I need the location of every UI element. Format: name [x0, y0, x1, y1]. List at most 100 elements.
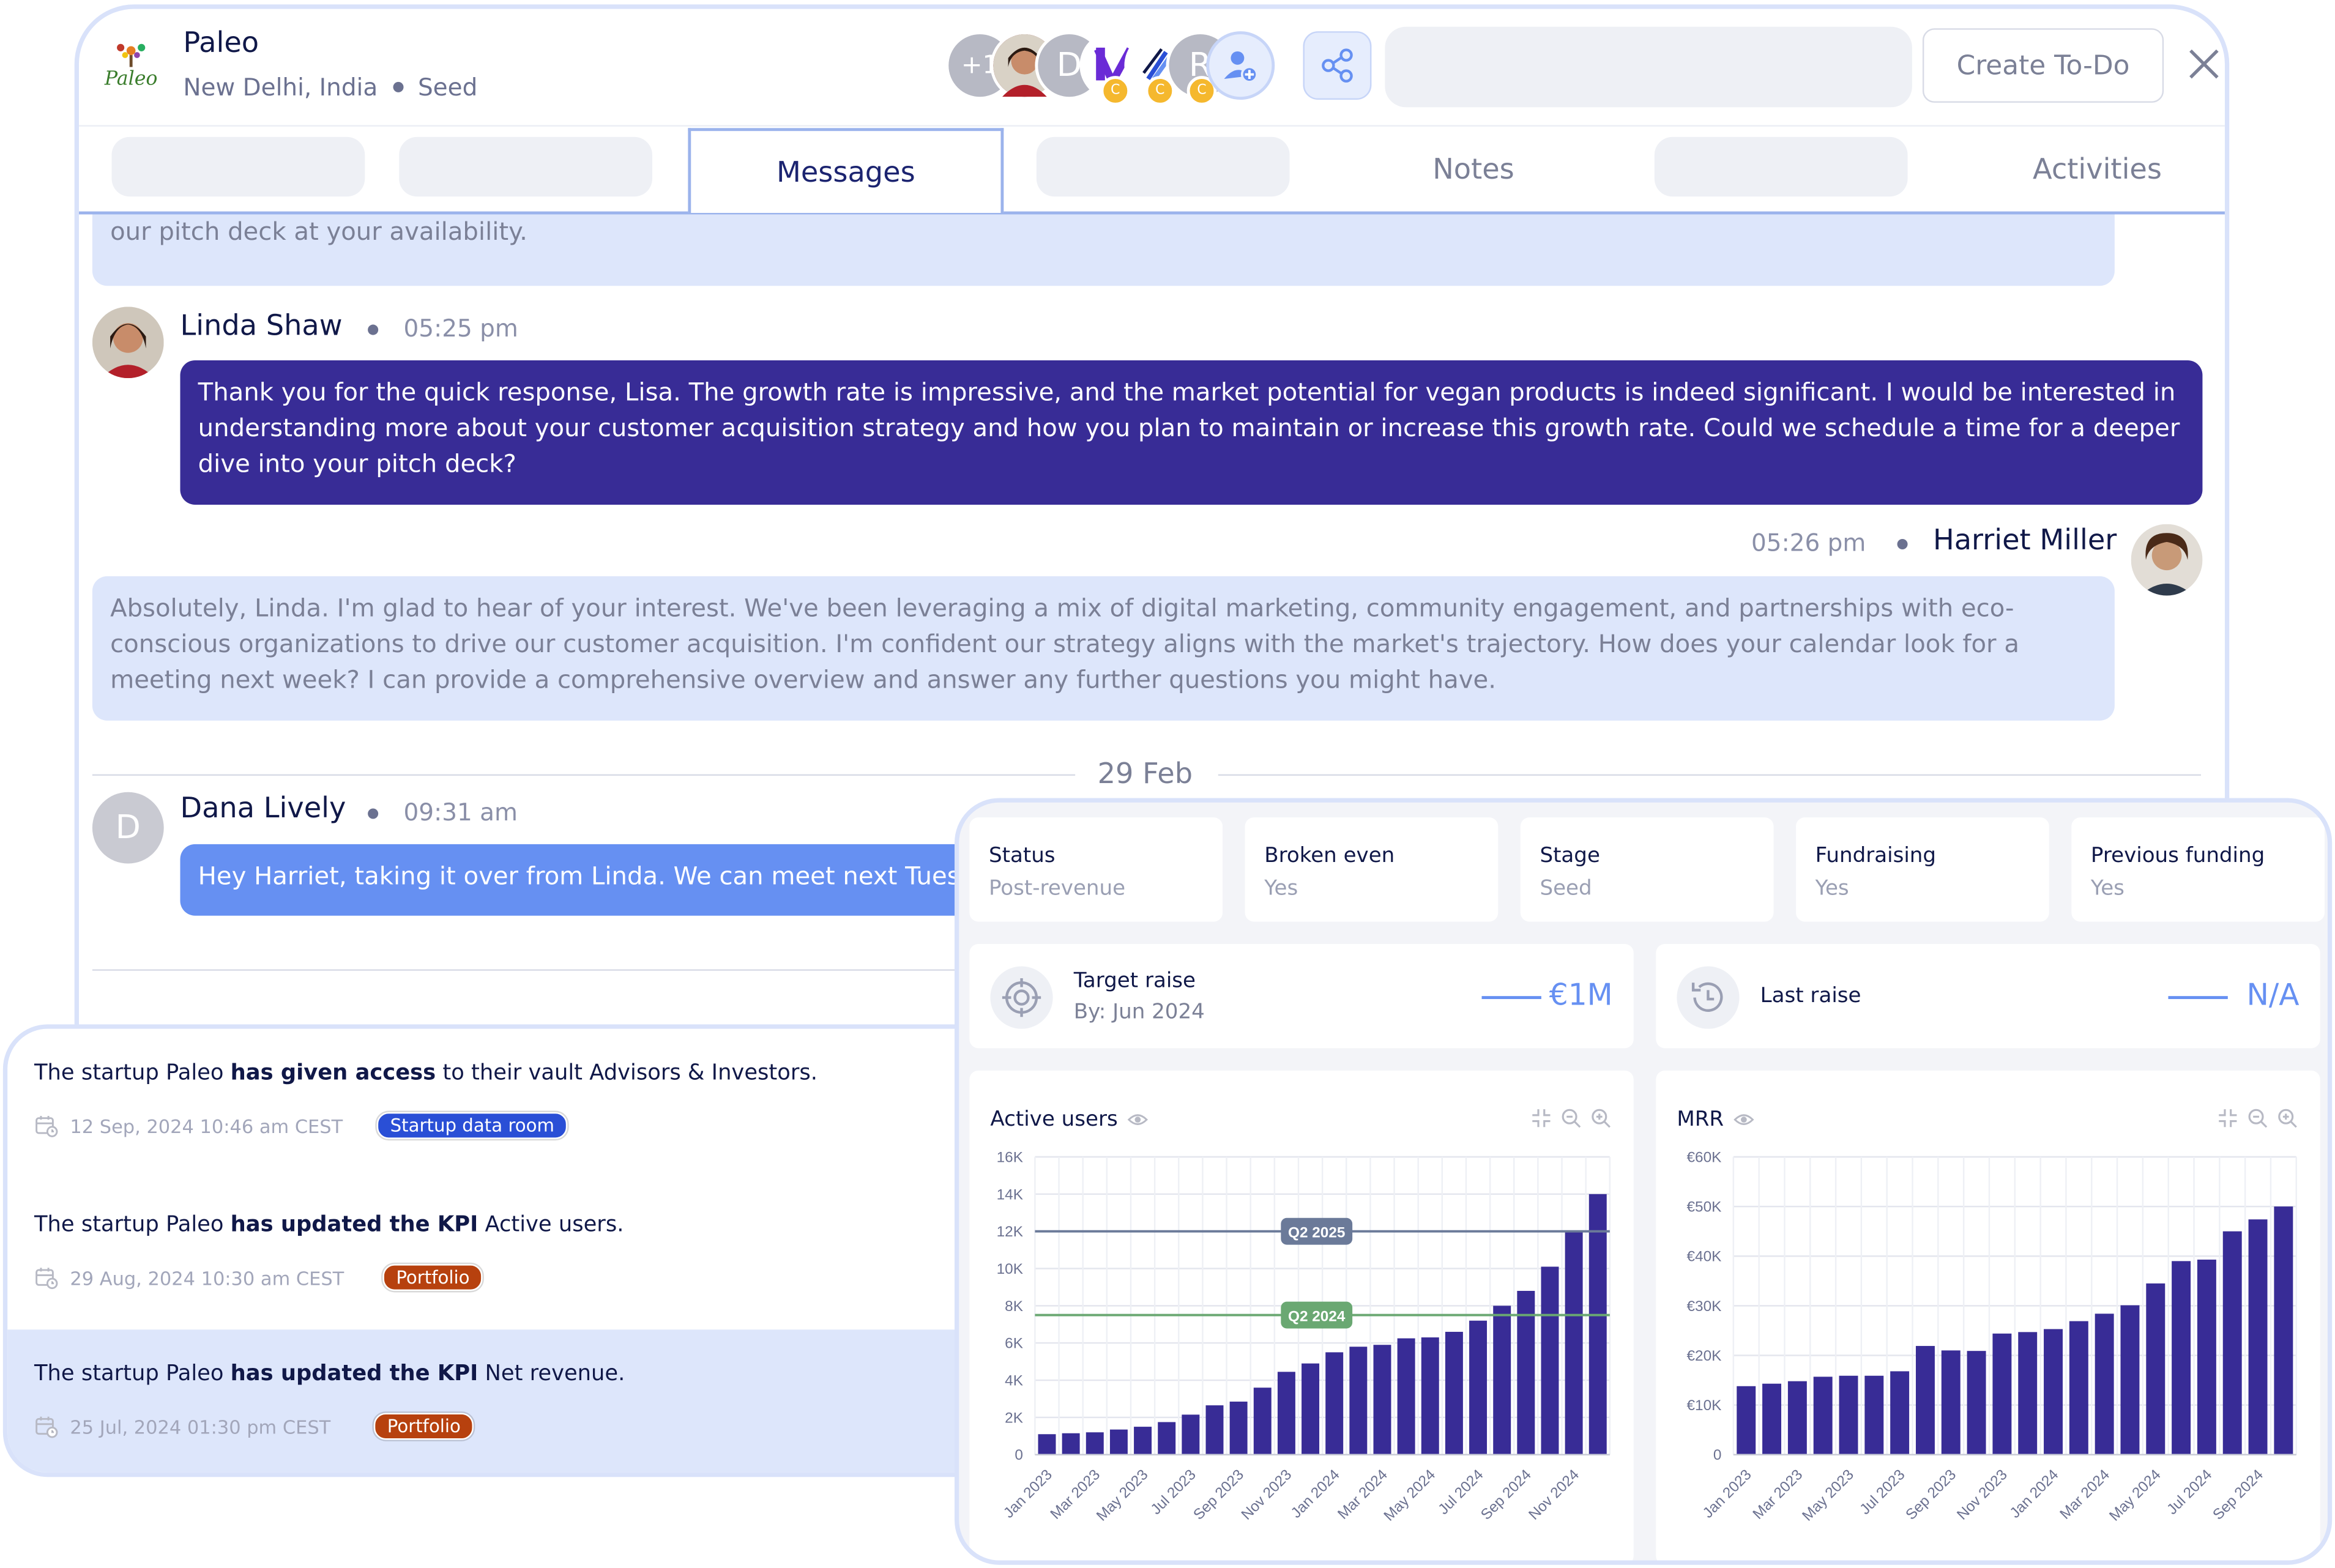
x-tick-label: May 2023	[1799, 1466, 1857, 1525]
activity-badge[interactable]: Startup data room	[376, 1112, 568, 1139]
bar	[1134, 1427, 1152, 1455]
message-sender: Linda Shaw	[180, 310, 343, 343]
y-tick-label: €30K	[1687, 1298, 1722, 1315]
zoom-in-icon[interactable]	[2277, 1108, 2298, 1129]
y-tick-label: 2K	[1005, 1410, 1023, 1426]
bar	[1445, 1331, 1463, 1455]
tab-placeholder[interactable]	[1036, 136, 1290, 197]
x-tick-label: Nov 2023	[1954, 1466, 2011, 1523]
active-users-chart: Active users 0 2K 4K 6K 8K 10K 12K 14K 16K Q2 202…	[969, 1070, 1634, 1561]
bar	[2197, 1259, 2216, 1455]
add-user-icon	[1224, 51, 1258, 83]
activity-feed: The startup Paleo has given access to th…	[2, 1024, 1046, 1477]
collapse-icon[interactable]	[1531, 1108, 1552, 1129]
zoom-out-icon[interactable]	[1561, 1108, 1582, 1129]
tab-placeholder[interactable]	[111, 136, 365, 197]
message-sender: Harriet Miller	[1932, 524, 2117, 557]
y-tick-label: 6K	[1005, 1336, 1023, 1352]
bar	[1086, 1432, 1104, 1455]
activity-item[interactable]: The startup Paleo has given access to th…	[7, 1029, 1041, 1180]
bar	[1787, 1381, 1807, 1455]
stat-value: Post-revenue	[988, 877, 1126, 901]
add-participant-button[interactable]	[1206, 31, 1275, 100]
bar	[1421, 1337, 1439, 1455]
target-icon	[990, 966, 1053, 1029]
company-name: Paleo	[183, 26, 259, 60]
goal-badge	[1281, 1217, 1353, 1245]
share-button[interactable]	[1303, 31, 1372, 100]
zoom-in-icon[interactable]	[1590, 1108, 1611, 1129]
x-tick-label: Sep 2023	[1190, 1466, 1247, 1523]
bar	[1253, 1388, 1272, 1455]
bar	[2172, 1261, 2191, 1455]
x-tick-label: May 2024	[1381, 1466, 1439, 1525]
participants-avatars[interactable]: +1 D C C R C	[945, 31, 1288, 106]
chart-toolbar	[2218, 1108, 2298, 1129]
x-tick-label: May 2024	[2106, 1466, 2164, 1525]
stat-label: Broken even	[1264, 844, 1395, 868]
y-tick-label: 14K	[997, 1186, 1023, 1203]
stat-value: Yes	[2090, 877, 2125, 901]
create-todo-button[interactable]: Create To-Do	[1922, 28, 2164, 103]
avatar-harriet-miller	[2131, 524, 2203, 596]
target-raise-value: €1M	[1549, 976, 1613, 1013]
activity-badge[interactable]: Portfolio	[382, 1264, 483, 1291]
y-tick-label: 8K	[1005, 1298, 1023, 1315]
tab-notes[interactable]: Notes	[1432, 153, 1514, 187]
message-time: 05:25 pm	[403, 314, 518, 343]
eye-icon[interactable]	[1127, 1112, 1148, 1127]
activity-item[interactable]: The startup Paleo has updated the KPI Ac…	[7, 1181, 1041, 1331]
close-button[interactable]	[2181, 42, 2225, 86]
tab-placeholder[interactable]	[399, 136, 652, 197]
y-tick-label: 10K	[997, 1261, 1023, 1277]
startup-overview: Status Post-revenue Broken even Yes Stage See…	[955, 798, 2333, 1565]
last-raise-label: Last raise	[1760, 984, 1861, 1008]
company-meta: New Delhi, India Seed	[183, 73, 477, 101]
message-thread[interactable]: We mainly serve vegan population within …	[79, 214, 2225, 1310]
placeholder-bar	[1385, 26, 1912, 108]
x-tick-label: Sep 2024	[1478, 1466, 1535, 1523]
target-raise-date: By: Jun 2024	[1073, 1000, 1205, 1025]
bar	[1813, 1377, 1833, 1455]
tab-messages[interactable]: Messages	[688, 128, 1004, 214]
bar	[1062, 1433, 1080, 1455]
stat-label: Fundraising	[1815, 844, 1937, 868]
company-location: New Delhi, India	[183, 73, 378, 102]
activity-badge[interactable]: Portfolio	[373, 1413, 474, 1440]
date-divider: 29 Feb	[1097, 757, 1193, 791]
value-dash	[2168, 996, 2228, 998]
bar	[1302, 1363, 1320, 1455]
collapse-icon[interactable]	[2218, 1108, 2238, 1129]
share-icon	[1322, 48, 1353, 83]
history-icon	[1677, 966, 1740, 1029]
company-stage: Seed	[417, 73, 478, 102]
bar	[1397, 1338, 1415, 1455]
zoom-out-icon[interactable]	[2247, 1108, 2268, 1129]
bar	[1229, 1402, 1248, 1455]
avatar-dana-lively: D	[92, 792, 164, 864]
y-tick-label: €20K	[1687, 1348, 1722, 1364]
active-users-plot: 0 2K 4K 6K 8K 10K 12K 14K 16K Q2 2025 Q2 2024 Jan 2…	[997, 1150, 1611, 1525]
activity-date: 25 Jul, 2024 01:30 pm CEST	[34, 1414, 330, 1438]
bar	[1915, 1346, 1935, 1455]
bar	[1967, 1351, 1986, 1455]
tab-activities[interactable]: Activities	[2033, 153, 2162, 187]
bar	[1158, 1422, 1176, 1455]
stat-value: Seed	[1540, 877, 1592, 901]
y-tick-label: €60K	[1687, 1150, 1722, 1166]
calendar-clock-icon	[35, 1268, 58, 1290]
stat-value: Yes	[1815, 877, 1849, 901]
x-tick-label: May 2023	[1093, 1466, 1152, 1525]
activity-item[interactable]: The startup Paleo has updated the KPI Ne…	[7, 1329, 1041, 1473]
bar	[1890, 1371, 1910, 1455]
tab-placeholder[interactable]	[1654, 136, 1908, 197]
last-raise-card: Last raise N/A	[1656, 943, 2320, 1049]
activity-date: 29 Aug, 2024 10:30 am CEST	[34, 1266, 344, 1290]
eye-icon[interactable]	[1733, 1112, 1754, 1127]
bar	[1277, 1372, 1295, 1455]
message-bubble: Thank you for the quick response, Lisa. …	[180, 360, 2203, 505]
bar	[1992, 1333, 2012, 1455]
bar	[1493, 1306, 1511, 1455]
y-tick-label: 0	[1015, 1447, 1023, 1463]
